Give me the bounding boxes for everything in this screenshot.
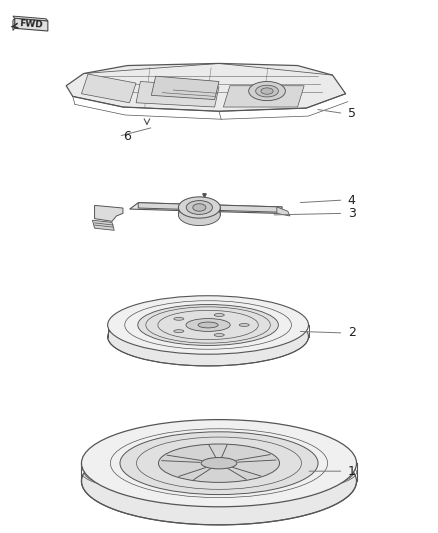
Text: 4: 4 xyxy=(348,193,356,207)
Polygon shape xyxy=(66,63,346,111)
Polygon shape xyxy=(138,203,282,212)
Ellipse shape xyxy=(138,304,279,345)
Polygon shape xyxy=(136,82,219,107)
Ellipse shape xyxy=(108,308,308,366)
Ellipse shape xyxy=(108,296,308,354)
Ellipse shape xyxy=(214,313,224,317)
Text: 5: 5 xyxy=(348,107,356,120)
Ellipse shape xyxy=(201,457,237,469)
Text: 6: 6 xyxy=(123,130,131,143)
Polygon shape xyxy=(92,220,114,230)
Text: 1: 1 xyxy=(348,465,356,478)
Polygon shape xyxy=(130,203,282,213)
Ellipse shape xyxy=(193,204,206,211)
Ellipse shape xyxy=(81,438,357,525)
Ellipse shape xyxy=(178,197,220,218)
Ellipse shape xyxy=(159,444,279,482)
Polygon shape xyxy=(81,74,136,103)
Polygon shape xyxy=(151,76,219,100)
Polygon shape xyxy=(277,207,290,216)
Ellipse shape xyxy=(261,88,273,94)
Polygon shape xyxy=(13,16,48,21)
Ellipse shape xyxy=(81,419,357,507)
Ellipse shape xyxy=(214,334,224,336)
Ellipse shape xyxy=(178,204,220,225)
Text: 3: 3 xyxy=(348,207,356,220)
Polygon shape xyxy=(14,18,48,31)
Ellipse shape xyxy=(120,432,318,495)
Polygon shape xyxy=(13,18,14,30)
Ellipse shape xyxy=(174,330,184,333)
Ellipse shape xyxy=(186,319,230,332)
Ellipse shape xyxy=(239,324,249,326)
Ellipse shape xyxy=(186,200,212,214)
Ellipse shape xyxy=(256,85,279,97)
Polygon shape xyxy=(95,205,123,221)
Polygon shape xyxy=(223,86,304,107)
Ellipse shape xyxy=(174,317,184,320)
Ellipse shape xyxy=(249,82,286,101)
Text: FWD: FWD xyxy=(19,19,43,30)
Ellipse shape xyxy=(198,322,218,328)
Text: 2: 2 xyxy=(348,326,356,340)
